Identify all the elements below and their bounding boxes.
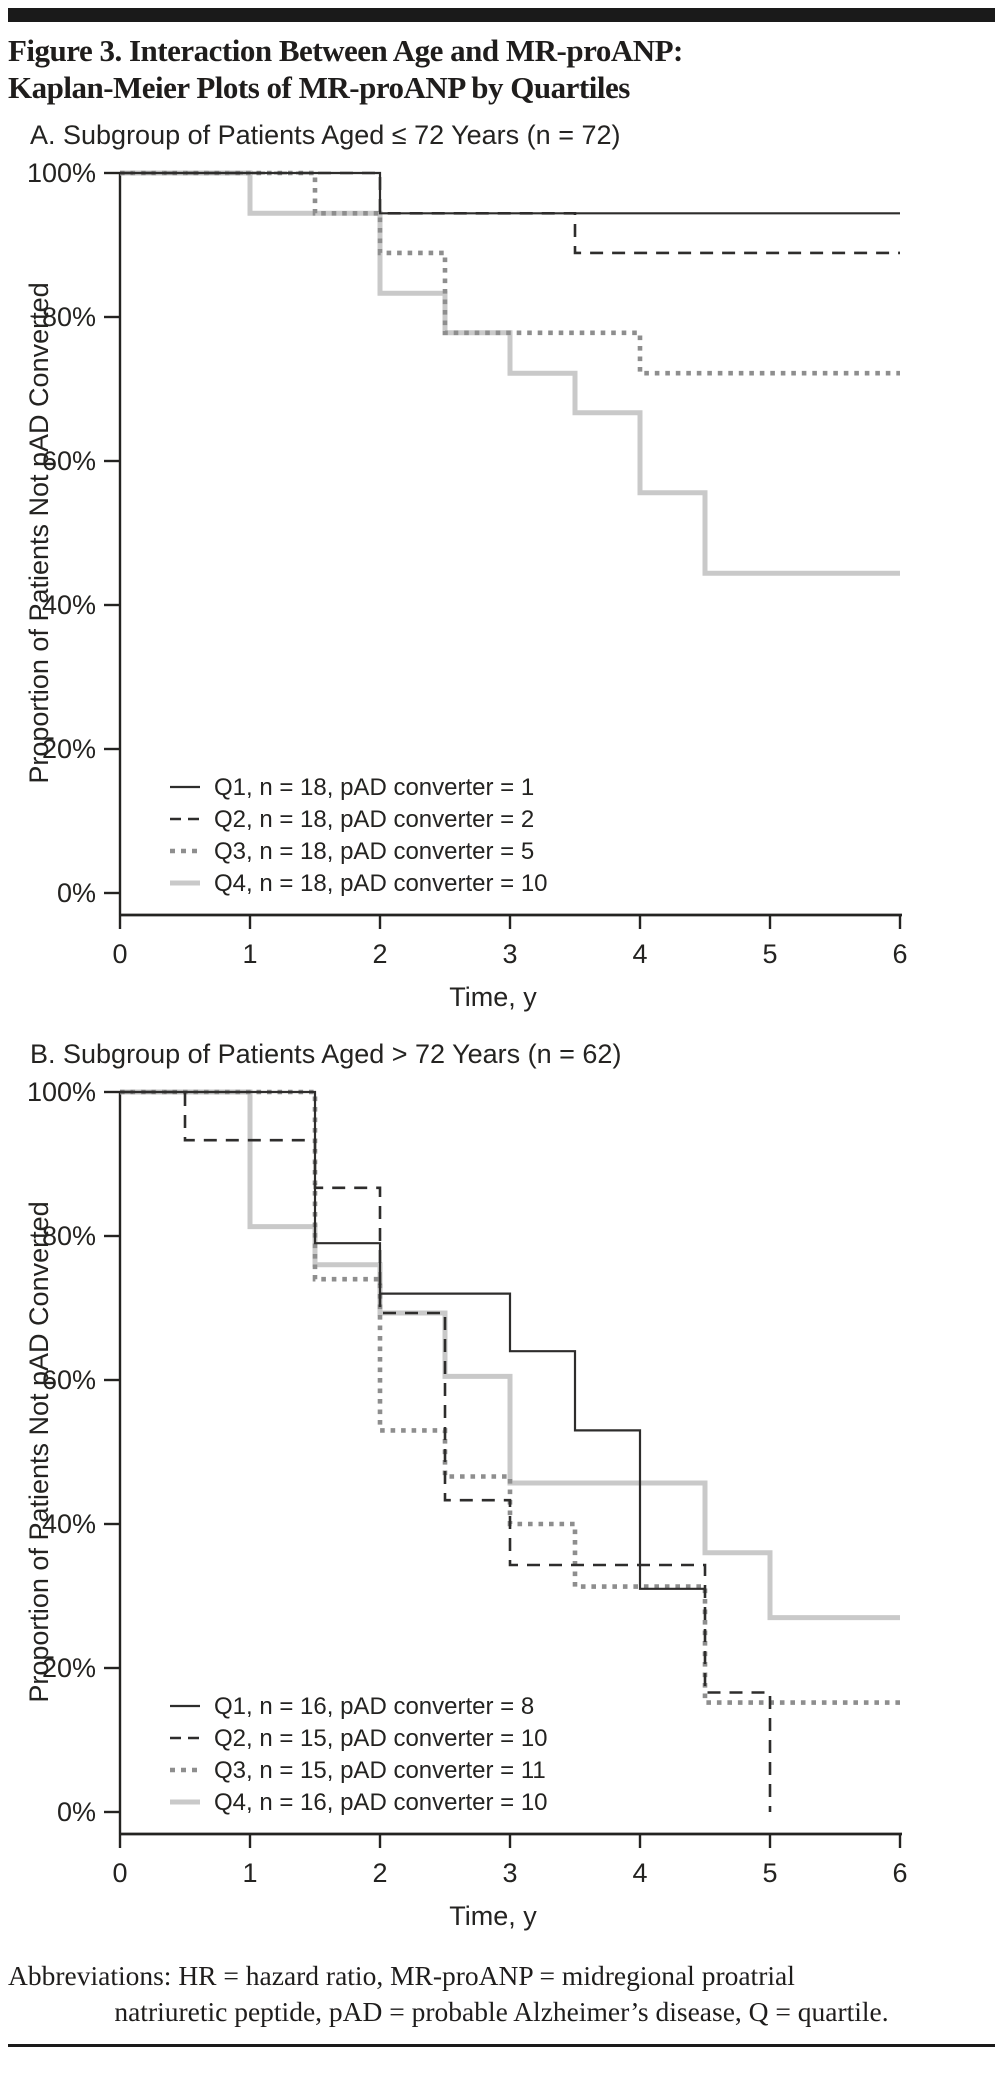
legend-label-q4: Q4, n = 16, pAD converter = 10 (214, 1789, 548, 1816)
y-tick-label: 0% (57, 1797, 96, 1827)
x-tick-label: 4 (632, 1858, 647, 1888)
y-axis: 0% 20% 40% 60% 80% 100% (27, 1077, 122, 1834)
y-tick-label: 100% (27, 1077, 96, 1107)
y-tick-label: 40% (42, 590, 96, 620)
x-tick-label: 5 (762, 939, 777, 969)
x-tick-label: 2 (372, 939, 387, 969)
x-tick-label: 3 (502, 1858, 517, 1888)
figure-title-line2: Kaplan-Meier Plots of MR-proANP by Quart… (8, 70, 630, 105)
panel-b-xaxis-title: Time, y (449, 1901, 537, 1931)
panel-b: B. Subgroup of Patients Aged > 72 Years … (8, 1039, 995, 1932)
legend-label-q4: Q4, n = 18, pAD converter = 10 (214, 870, 548, 897)
x-tick-label: 1 (242, 939, 257, 969)
abbreviations-line2: natriuretic peptide, pAD = probable Alzh… (114, 1996, 889, 2027)
y-tick-label: 60% (42, 1365, 96, 1395)
x-tick-label: 0 (112, 939, 127, 969)
km-curve-q3 (120, 1089, 900, 1705)
bottom-rule-bar (8, 2044, 995, 2047)
panel-b-title: B. Subgroup of Patients Aged > 72 Years … (30, 1039, 622, 1069)
y-tick-label: 80% (42, 1221, 96, 1251)
legend: Q1, n = 16, pAD converter = 8 Q2, n = 15,… (170, 1693, 548, 1816)
x-axis: 0 1 2 3 4 5 6 (112, 913, 908, 969)
figure-title: Figure 3. Interaction Between Age and MR… (8, 32, 995, 106)
y-tick-label: 100% (27, 158, 96, 188)
km-curve-q2 (120, 1090, 772, 1812)
legend-label-q3: Q3, n = 15, pAD converter = 11 (214, 1757, 546, 1784)
y-axis: 0% 20% 40% 60% 80% 100% (27, 158, 122, 915)
figure-title-line1: Figure 3. Interaction Between Age and MR… (8, 33, 683, 68)
y-tick-label: 40% (42, 1509, 96, 1539)
legend-label-q3: Q3, n = 18, pAD converter = 5 (214, 838, 534, 865)
x-axis: 0 1 2 3 4 5 6 (112, 1832, 908, 1888)
legend-label-q2: Q2, n = 18, pAD converter = 2 (214, 806, 534, 833)
x-tick-label: 1 (242, 1858, 257, 1888)
y-tick-label: 20% (42, 1653, 96, 1683)
x-tick-label: 3 (502, 939, 517, 969)
panel-b-plot: 0% 20% 40% 60% 80% 100% 0 1 2 3 4 5 6 Proportion of P… (22, 1070, 995, 1907)
x-tick-label: 0 (112, 1858, 127, 1888)
y-axis-title: Proportion of Patients Not pAD Converted (24, 1201, 54, 1702)
x-tick-label: 2 (372, 1858, 387, 1888)
series (120, 1089, 900, 1812)
legend-label-q1: Q1, n = 18, pAD converter = 1 (214, 774, 534, 801)
top-rule-bar (8, 8, 995, 22)
y-axis-title: Proportion of Patients Not pAD Converted (24, 282, 54, 783)
panel-a: A. Subgroup of Patients Aged ≤ 72 Years … (8, 120, 995, 1013)
km-chart-a: 0% 20% 40% 60% 80% 100% 0 1 2 3 4 5 6 Proportion of P… (24, 158, 908, 969)
km-curve-q1 (120, 171, 900, 215)
y-tick-label: 80% (42, 302, 96, 332)
legend-label-q2: Q2, n = 15, pAD converter = 10 (214, 1725, 548, 1752)
panel-a-title: A. Subgroup of Patients Aged ≤ 72 Years … (30, 120, 621, 150)
abbreviations-note: Abbreviations: HR = hazard ratio, MR-pro… (8, 1958, 995, 2030)
panel-a-plot: 0% 20% 40% 60% 80% 100% 0 1 2 3 4 5 6 Proportion of P… (22, 151, 995, 988)
y-tick-label: 60% (42, 446, 96, 476)
km-curve-q1 (120, 1090, 705, 1590)
y-tick-label: 0% (57, 878, 96, 908)
km-chart-b: 0% 20% 40% 60% 80% 100% 0 1 2 3 4 5 6 Proportion of P… (24, 1077, 908, 1888)
x-tick-label: 5 (762, 1858, 777, 1888)
legend: Q1, n = 18, pAD converter = 1 Q2, n = 18,… (170, 774, 548, 897)
panel-a-xaxis-title: Time, y (449, 982, 537, 1012)
legend-label-q1: Q1, n = 16, pAD converter = 8 (214, 1693, 534, 1720)
x-tick-label: 6 (892, 939, 907, 969)
x-tick-label: 4 (632, 939, 647, 969)
y-tick-label: 20% (42, 734, 96, 764)
series (120, 170, 900, 576)
abbreviations-line1: Abbreviations: HR = hazard ratio, MR-pro… (8, 1960, 795, 1991)
x-tick-label: 6 (892, 1858, 907, 1888)
